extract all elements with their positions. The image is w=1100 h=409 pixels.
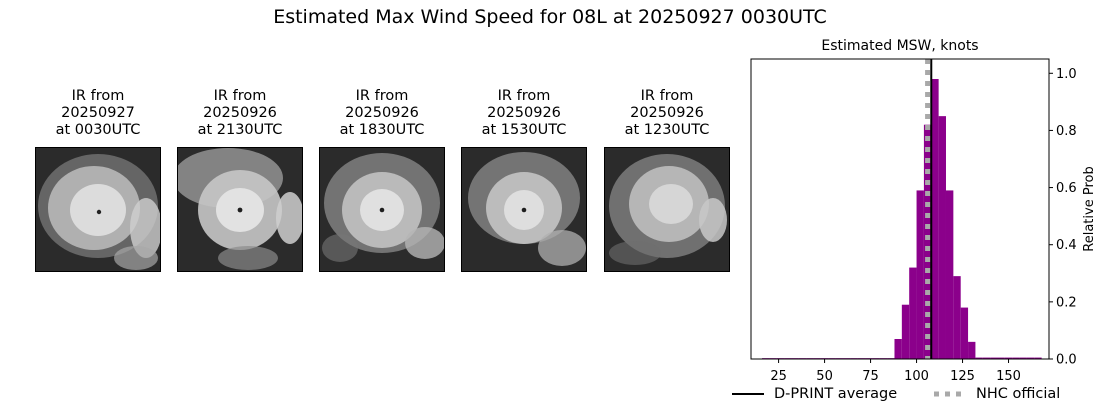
histogram-bar <box>1004 357 1013 359</box>
y-tick-label: 0.2 <box>1056 295 1077 310</box>
histogram-bar <box>968 341 976 359</box>
histogram-bar <box>990 357 998 359</box>
ir-caption-line: IR from <box>355 88 409 104</box>
x-tick-label: 100 <box>904 369 929 384</box>
y-tick-label: 0.8 <box>1056 124 1077 139</box>
ir-caption-line: IR from <box>213 88 267 104</box>
y-tick-label: 0.4 <box>1056 238 1077 253</box>
ir-caption-line: IR from <box>497 88 551 104</box>
ir-caption-date: 20250927 <box>61 105 135 121</box>
histogram-bar <box>1026 357 1035 359</box>
ir-caption-time: at 1230UTC <box>624 122 710 138</box>
x-axis-ticks: 25 50 75 100 125 150 <box>770 359 1021 384</box>
x-tick-label: 150 <box>996 369 1021 384</box>
ir-caption-time: at 2130UTC <box>197 122 283 138</box>
ir-satellite-image <box>177 147 303 272</box>
legend-item-nhc: NHC official <box>934 386 1060 402</box>
ir-caption: IR from 20250926 at 1230UTC <box>604 88 730 139</box>
ir-panel: IR from 20250926 at 1830UTC <box>319 88 445 272</box>
histogram-bar <box>953 276 961 359</box>
histogram-bar <box>960 307 969 359</box>
figure-title: Estimated Max Wind Speed for 08L at 2025… <box>273 6 827 28</box>
ir-caption-line: IR from <box>71 88 125 104</box>
dprint-line-swatch <box>732 393 764 395</box>
x-tick-label: 75 <box>862 369 879 384</box>
ir-panel: IR from 20250926 at 2130UTC <box>177 88 303 272</box>
histogram-bar <box>1019 357 1027 359</box>
y-tick-label: 0.6 <box>1056 181 1077 196</box>
ir-caption: IR from 20250926 at 1530UTC <box>461 88 587 139</box>
y-tick-label: 1.0 <box>1056 67 1077 82</box>
ir-caption: IR from 20250927 at 0030UTC <box>35 88 161 139</box>
legend-label-nhc: NHC official <box>976 386 1061 402</box>
x-tick-label: 50 <box>816 369 833 384</box>
ir-satellite-image <box>461 147 587 272</box>
legend-label-dprint: D-PRINT average <box>774 386 898 402</box>
legend-item-dprint: D-PRINT average <box>732 386 897 402</box>
ir-caption-line: IR from <box>640 88 694 104</box>
ir-caption-date: 20250926 <box>487 105 561 121</box>
histogram-bar <box>945 190 954 359</box>
ir-satellite-image <box>319 147 445 272</box>
histogram-bars <box>762 79 1042 360</box>
ir-caption-time: at 1830UTC <box>339 122 425 138</box>
ir-panel: IR from 20250926 at 1530UTC <box>461 88 587 272</box>
histogram-bar <box>1012 357 1020 359</box>
x-tick-label: 125 <box>950 369 975 384</box>
histogram-bar <box>1034 357 1042 359</box>
y-tick-label: 0.0 <box>1056 353 1077 368</box>
chart-title: Estimated MSW, knots <box>821 38 978 54</box>
ir-caption-date: 20250926 <box>345 105 419 121</box>
histogram-bar <box>938 116 946 360</box>
x-tick-label: 25 <box>770 369 787 384</box>
y-axis-ticks: 0.0 0.2 0.4 0.6 0.8 1.0 <box>1049 67 1077 368</box>
ir-satellite-image <box>604 147 730 272</box>
ir-satellite-image <box>35 147 161 272</box>
ir-panel: IR from 20250926 at 1230UTC <box>604 88 730 272</box>
histogram-bar <box>997 357 1005 359</box>
ir-panel: IR from 20250927 at 0030UTC <box>35 88 161 272</box>
reference-lines <box>925 59 933 359</box>
ir-caption-time: at 0030UTC <box>55 122 141 138</box>
ir-caption-date: 20250926 <box>203 105 277 121</box>
histogram-bar <box>923 124 932 359</box>
nhc-line-swatch <box>934 391 966 397</box>
histogram-bar <box>909 267 917 359</box>
histogram-bar <box>916 190 924 359</box>
chart-legend: D-PRINT average NHC official <box>728 386 1088 408</box>
ir-caption-time: at 1530UTC <box>481 122 567 138</box>
ir-caption-date: 20250926 <box>630 105 704 121</box>
histogram-bar <box>901 304 910 359</box>
plot-frame <box>750 58 1050 360</box>
histogram-bar <box>975 357 983 359</box>
y-axis-label: Relative Prob <box>1082 166 1097 251</box>
histogram-bar <box>931 79 939 359</box>
histogram-bar <box>982 357 991 359</box>
ir-caption: IR from 20250926 at 1830UTC <box>319 88 445 139</box>
histogram-bar <box>894 339 902 359</box>
ir-caption: IR from 20250926 at 2130UTC <box>177 88 303 139</box>
